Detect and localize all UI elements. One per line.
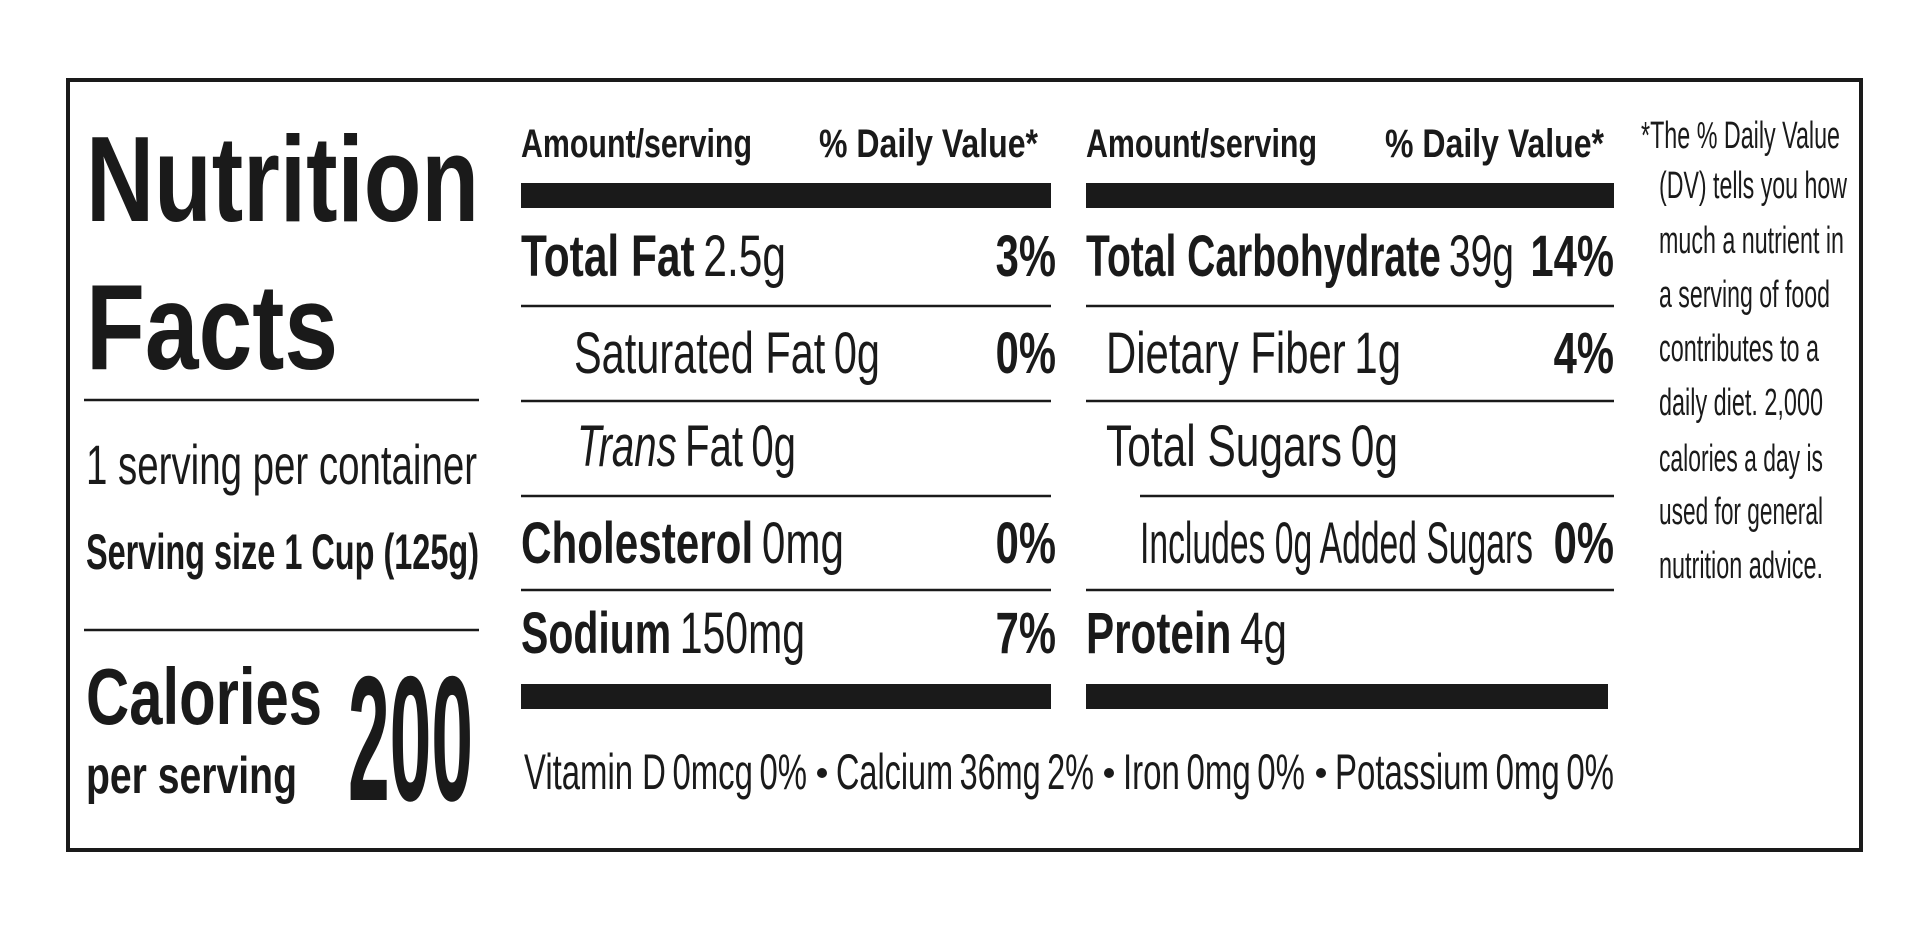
- nutrient-amount: 0g: [834, 321, 880, 386]
- nutrient: Cholesterol0mg: [521, 511, 844, 576]
- vitamin-amount: 0mg: [1186, 744, 1250, 800]
- header-dv: % Daily Value*: [819, 122, 1038, 166]
- nutrient-dv: 0%: [996, 511, 1056, 576]
- serving-size: Serving size 1 Cup (125g): [86, 524, 479, 580]
- footnote-line: used for general: [1659, 491, 1823, 533]
- footnote: *The % Daily Value (DV) tells you how much…: [1641, 115, 1847, 587]
- vitamin-dv: 0%: [1257, 744, 1305, 800]
- nutrient: Saturated Fat0g: [574, 321, 880, 386]
- vitamin-name: Vitamin D: [524, 744, 666, 800]
- nutrient: TransFat0g: [577, 414, 796, 479]
- footnote-line: daily diet. 2,000: [1659, 382, 1823, 424]
- nutrient-name: Dietary Fiber: [1106, 321, 1346, 386]
- vitamin-amount: 0mg: [1496, 744, 1560, 800]
- header-amount: Amount/serving: [521, 122, 752, 166]
- nutrient-name: Total Carbohydrate: [1086, 224, 1441, 289]
- nutrient-name: Protein: [1086, 601, 1231, 666]
- footnote-line: *The % Daily Value: [1641, 115, 1840, 157]
- thick-bar: [1086, 684, 1608, 709]
- nutrient: Includes 0g Added Sugars: [1140, 511, 1533, 576]
- thick-bar: [521, 684, 1051, 709]
- nutrient-dv: 0%: [1554, 511, 1614, 576]
- calories-sublabel: per serving: [86, 747, 297, 805]
- nutrient: Dietary Fiber1g: [1106, 321, 1401, 386]
- nutrient-name: Saturated Fat: [574, 321, 825, 386]
- vitamin-dv: 2%: [1047, 744, 1094, 800]
- nutrient-name: Cholesterol: [521, 511, 753, 576]
- bullet: [817, 768, 827, 778]
- footnote-line: much a nutrient in: [1659, 220, 1844, 262]
- nutrient-amount: 0g: [1351, 414, 1398, 479]
- vitamin: Calcium36mg2%: [836, 744, 1094, 800]
- footnote-line: contributes to a: [1659, 328, 1820, 370]
- nutrient-name: Sodium: [521, 601, 671, 666]
- footnote-line: calories a day is: [1659, 438, 1823, 480]
- nutrient-name: Fat: [685, 414, 743, 479]
- nutrient: Total Carbohydrate39g: [1086, 224, 1514, 289]
- nutrient-dv: 4%: [1554, 321, 1614, 386]
- label-border: [66, 78, 1863, 852]
- nutrient-amount: 4g: [1240, 601, 1287, 666]
- vitamin-amount: 0mcg: [673, 744, 753, 800]
- nutrient-dv: 0%: [996, 321, 1056, 386]
- vitamin: Vitamin D0mcg0%: [524, 744, 807, 800]
- vitamin-dv: 0%: [759, 744, 807, 800]
- footnote-line: (DV) tells you how: [1659, 165, 1847, 207]
- nutrient-name: Total Fat: [521, 224, 695, 289]
- vitamin-name: Iron: [1123, 744, 1180, 800]
- nutrient-dv: 3%: [996, 224, 1056, 289]
- nutrient-amount: 150mg: [680, 601, 805, 666]
- vitamin-name: Calcium: [836, 744, 953, 800]
- nutrient-name-prefix: Trans: [577, 414, 677, 479]
- nutrient-amount: 1g: [1354, 321, 1401, 386]
- header-amount: Amount/serving: [1086, 122, 1317, 166]
- nutrient-amount: 0mg: [762, 511, 844, 576]
- title: Nutrition: [86, 111, 479, 247]
- header-dv: % Daily Value*: [1385, 122, 1604, 166]
- nutrient-amount: 0g: [751, 414, 796, 479]
- thick-bar: [521, 183, 1051, 208]
- thick-bar: [1086, 183, 1614, 208]
- bullet: [1104, 768, 1114, 778]
- nutrient-amount: 2.5g: [703, 224, 786, 289]
- nutrient: Total Fat2.5g: [521, 224, 786, 289]
- footnote-line: nutrition advice.: [1659, 545, 1823, 587]
- nutrient: Protein4g: [1086, 601, 1287, 666]
- nutrient-amount: 39g: [1449, 224, 1514, 289]
- footnote-line: a serving of food: [1659, 274, 1830, 316]
- title: Facts: [86, 259, 338, 395]
- calories-value: 200: [348, 639, 473, 838]
- nutrient: Sodium150mg: [521, 601, 805, 666]
- vitamin-amount: 36mg: [960, 744, 1041, 800]
- vitamin-name: Potassium: [1335, 744, 1489, 800]
- nutrient-name: Total Sugars: [1106, 414, 1342, 479]
- vitamin: Potassium0mg0%: [1335, 744, 1614, 800]
- calories-label: Calories: [86, 652, 322, 741]
- servings-per-container: 1 serving per container: [86, 433, 477, 496]
- nutrient-dv: 7%: [996, 601, 1056, 666]
- vitamin-dv: 0%: [1566, 744, 1614, 800]
- bullet: [1316, 768, 1326, 778]
- vitamin: Iron0mg0%: [1123, 744, 1305, 800]
- nutrient: Total Sugars0g: [1106, 414, 1398, 479]
- nutrient-dv: 14%: [1530, 224, 1614, 289]
